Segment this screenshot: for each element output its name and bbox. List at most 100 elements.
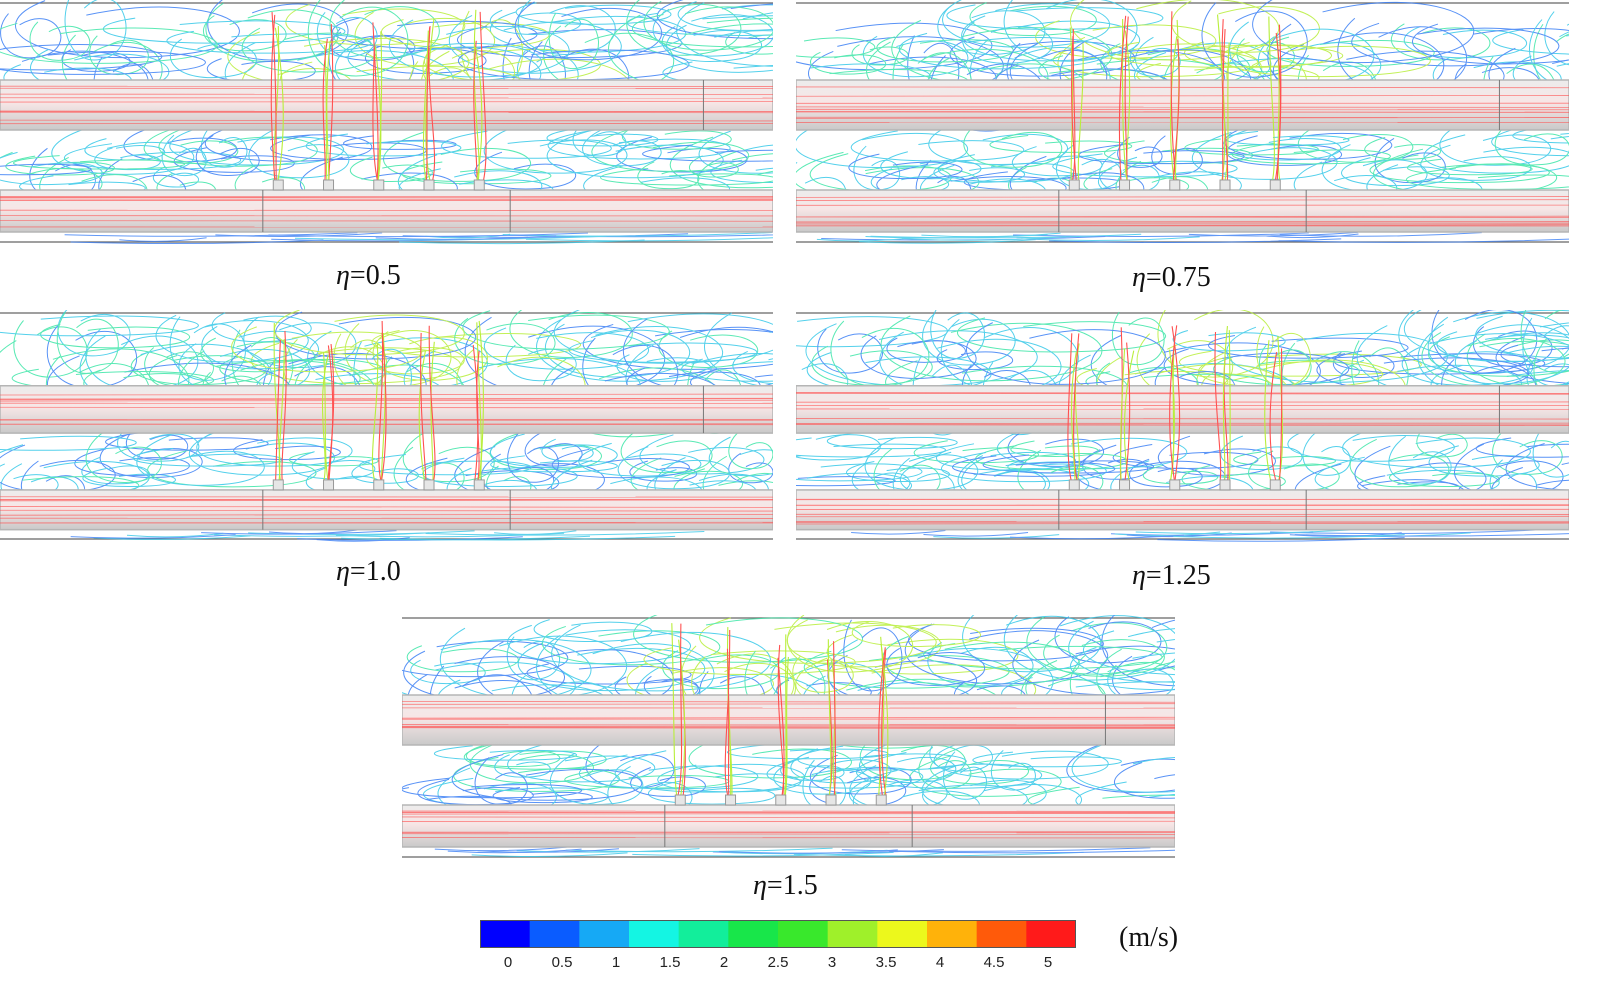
jet-streamline <box>323 351 329 481</box>
upper-streamline <box>456 25 683 59</box>
lower-streamline <box>1157 537 1405 542</box>
lower-streamline <box>297 536 523 541</box>
colorbar-tick-label: 1 <box>611 954 621 971</box>
nozzle <box>1119 179 1131 191</box>
nozzle <box>1219 479 1231 491</box>
lower-streamline <box>214 532 430 537</box>
colorbar-segment <box>927 920 978 948</box>
jet-streamline <box>474 46 483 181</box>
nozzle <box>323 179 335 191</box>
lower-streamline <box>1135 529 1351 535</box>
upper-streamline <box>274 310 465 356</box>
middle-streamline <box>797 745 967 771</box>
lower-streamline <box>793 851 1084 857</box>
upper-streamline <box>942 0 1111 48</box>
middle-streamline <box>288 451 379 467</box>
lower-streamline <box>865 233 1048 239</box>
middle-streamlines <box>402 728 1175 824</box>
lower-streamline <box>1173 534 1405 539</box>
middle-streamline <box>1420 144 1532 181</box>
middle-streamline <box>1066 742 1175 793</box>
middle-streamline <box>422 457 578 487</box>
panel-caption: η=1.25 <box>1132 560 1211 591</box>
lower-streamline <box>93 535 251 540</box>
jet-streamline <box>1216 14 1226 181</box>
lower-streamline <box>1289 532 1402 537</box>
jet-streamline <box>1224 42 1230 181</box>
upper-streamline <box>29 21 91 61</box>
middle-streamline <box>639 434 765 475</box>
velocity-colorbar <box>480 920 1076 948</box>
middle-streamline <box>572 119 627 157</box>
upper-streamline <box>1157 310 1274 378</box>
lower-streamline <box>719 849 944 854</box>
middle-streamline <box>796 437 946 458</box>
upper-streamline <box>553 310 773 364</box>
upper-streamline <box>1522 317 1569 387</box>
lower-streamline <box>268 232 589 238</box>
middle-streamline <box>1364 137 1442 160</box>
upper-streamline <box>732 350 773 385</box>
upper-streamline <box>509 310 633 358</box>
lower-streamlines <box>434 846 1175 858</box>
lower-streamline <box>494 530 577 535</box>
middle-streamline <box>669 136 773 189</box>
jet-streamline <box>1169 345 1175 481</box>
pipe-streamline <box>796 95 1569 97</box>
middle-streamline <box>12 155 186 170</box>
panel-caption: η=0.5 <box>336 260 401 291</box>
upper-streamline <box>796 37 876 58</box>
middle-streamline <box>796 455 923 482</box>
upper-streamline <box>1492 28 1569 55</box>
jet-streamlines <box>1067 325 1284 481</box>
jet-streamline <box>1264 340 1272 481</box>
upper-streamline <box>923 643 1163 670</box>
lower-pipe <box>0 489 773 531</box>
jet-streamline <box>1172 39 1180 181</box>
upper-streamline <box>1512 55 1569 97</box>
upper-streamline <box>1529 19 1569 88</box>
upper-streamline <box>13 320 88 378</box>
jet-streamline <box>1169 325 1178 481</box>
jet-streamline <box>324 45 328 181</box>
jet-streamline <box>418 350 426 480</box>
middle-streamline <box>1428 445 1540 477</box>
lower-streamline <box>525 237 773 242</box>
lower-streamline <box>126 532 224 538</box>
middle-streamline <box>933 160 1026 183</box>
in-pipe-streamlines <box>796 392 1569 525</box>
streamline-panel-eta-0-75 <box>796 0 1569 245</box>
middle-streamline <box>551 448 690 479</box>
streamline-plot <box>0 310 773 542</box>
jet-streamline <box>281 330 287 480</box>
colorbar-tick-label: 3.5 <box>875 954 897 971</box>
upper-streamline <box>0 315 199 337</box>
middle-streamline <box>188 427 335 476</box>
middle-streamline <box>402 777 582 799</box>
middle-streamline <box>929 732 993 772</box>
upper-streamline <box>851 621 981 647</box>
pipe-streamline <box>0 509 773 512</box>
middle-streamline <box>614 750 805 793</box>
upper-streamline <box>406 645 519 673</box>
lower-streamline <box>851 530 946 535</box>
upper-streamline <box>1043 634 1165 677</box>
upper-streamline <box>582 323 773 370</box>
jet-streamline <box>1279 348 1283 480</box>
nozzle <box>1068 179 1080 191</box>
middle-streamline <box>1342 423 1531 468</box>
colorbar-tick-label: 0.5 <box>551 954 573 971</box>
jet-streamline <box>878 647 886 796</box>
jet-streamline <box>784 656 789 796</box>
middle-streamline <box>1492 424 1563 475</box>
jet-streamline <box>1214 331 1222 480</box>
middle-streamline <box>132 447 283 467</box>
middle-streamline <box>200 122 248 168</box>
lower-streamlines <box>851 529 1569 542</box>
middle-streamline <box>480 453 555 496</box>
pipe-streamline <box>0 513 773 516</box>
middle-streamline <box>466 742 561 768</box>
middle-streamline <box>0 444 150 497</box>
nozzle <box>1068 479 1080 491</box>
colorbar-segment <box>629 920 680 948</box>
